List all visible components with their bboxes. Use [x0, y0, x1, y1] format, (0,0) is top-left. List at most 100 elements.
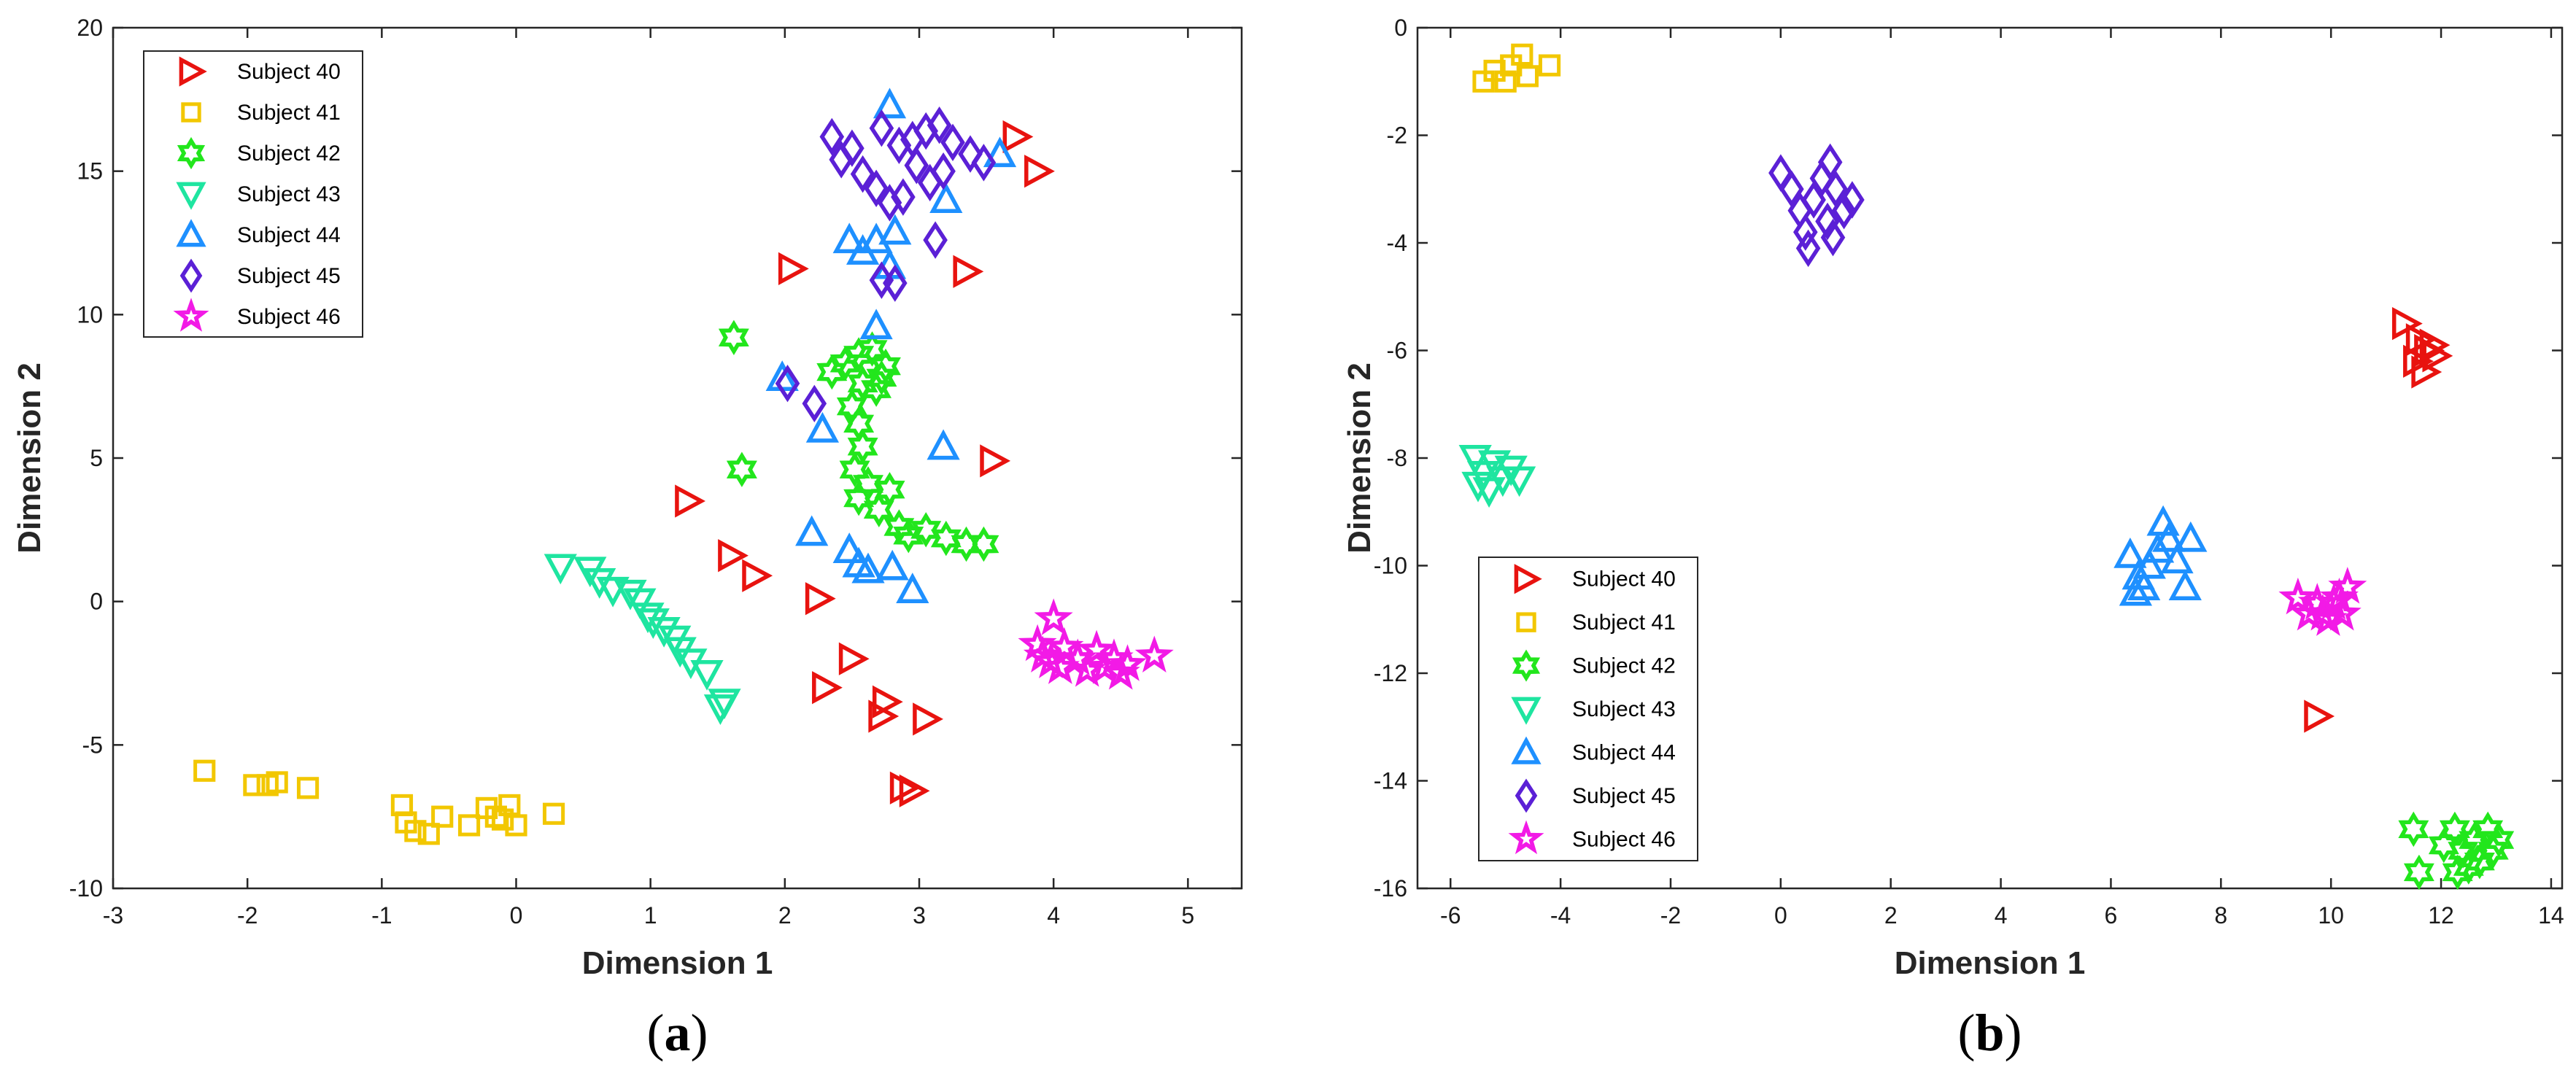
data-point [829, 141, 854, 179]
data-point [872, 685, 903, 718]
x-tick-label: 12 [2428, 902, 2454, 929]
data-point [983, 136, 1017, 168]
data-point [870, 348, 901, 384]
data-point [843, 337, 875, 373]
data-point [1461, 471, 1495, 503]
data-point [929, 182, 963, 214]
data-point [930, 520, 962, 557]
data-point [1779, 170, 1804, 208]
data-point [958, 135, 983, 173]
legend-marker [1516, 612, 1536, 632]
x-axis-label: Dimension 1 [1895, 945, 2086, 981]
x-axis-label: Dimension 1 [582, 945, 773, 981]
legend-marker [173, 298, 209, 332]
data-point [2174, 521, 2208, 552]
data-point [2403, 344, 2434, 378]
x-tick-label: 0 [1774, 902, 1787, 929]
data-point [1511, 43, 1533, 66]
panel-label: (a) [647, 1004, 708, 1062]
y-tick-label: -10 [69, 875, 103, 902]
legend-marker [1515, 778, 1538, 813]
data-point [953, 255, 984, 288]
data-point [836, 389, 867, 424]
data-point [886, 126, 912, 165]
data-point [877, 184, 902, 222]
data-point [2113, 538, 2147, 568]
x-tick-label: 14 [2538, 902, 2564, 929]
data-point [2119, 575, 2153, 606]
data-point [778, 252, 809, 286]
data-point [910, 512, 942, 548]
data-point [266, 771, 288, 794]
data-point [1024, 155, 1055, 188]
data-point [1817, 143, 1843, 182]
data-point [2152, 521, 2186, 552]
data-point [718, 539, 749, 573]
data-point [883, 264, 908, 302]
x-tick-label: -6 [1440, 902, 1461, 929]
data-point [923, 221, 948, 259]
legend: Subject 40 Subject 41 Subject 42 Subject 43… [143, 50, 363, 338]
data-point [2464, 843, 2495, 880]
x-tick-label: -2 [1660, 902, 1681, 929]
x-tick-label: 8 [2214, 902, 2227, 929]
data-point [2419, 328, 2451, 362]
y-tick-label: 20 [77, 15, 103, 41]
data-point [2278, 577, 2318, 615]
data-point [583, 568, 616, 599]
legend-marker [1511, 697, 1542, 725]
series-subject-40 [675, 120, 1055, 807]
data-point [675, 484, 705, 518]
data-point [927, 106, 952, 144]
data-point [819, 117, 845, 156]
data-point [614, 579, 647, 610]
legend-marker [1508, 820, 1544, 855]
y-tick-label: -4 [1387, 230, 1407, 256]
y-tick-label: -14 [1374, 768, 1407, 794]
legend-marker [179, 56, 207, 87]
legend-label: Subject 44 [237, 223, 341, 247]
series-subject-41 [1472, 43, 1561, 93]
legend-label: Subject 45 [237, 264, 341, 288]
data-point [838, 642, 870, 675]
data-point [404, 820, 427, 842]
data-point [859, 309, 893, 340]
series-subject-43 [1458, 444, 1536, 508]
data-point [1815, 202, 1840, 241]
data-point [1840, 181, 1865, 219]
data-point [839, 451, 870, 487]
data-point [1820, 218, 1846, 257]
data-point [980, 444, 1011, 478]
data-point [505, 814, 527, 837]
data-point [2403, 854, 2434, 891]
y-tick-label: 10 [77, 301, 103, 327]
legend-label: Subject 44 [1572, 740, 1676, 764]
y-tick-label: -16 [1374, 875, 1407, 902]
x-tick-label: 6 [2105, 902, 2118, 929]
x-tick-label: 10 [2318, 902, 2344, 929]
y-tick-label: -12 [1374, 660, 1407, 686]
data-point [802, 384, 827, 423]
data-point [866, 360, 897, 396]
data-point [544, 554, 577, 585]
data-point [417, 823, 440, 845]
data-point [812, 671, 843, 705]
y-tick-label: -5 [82, 732, 103, 758]
data-point [742, 559, 773, 592]
legend-marker [176, 182, 206, 210]
x-tick-label: 1 [644, 902, 657, 929]
data-point [775, 364, 800, 403]
data-point [869, 109, 894, 147]
legend-label: Subject 46 [1572, 827, 1676, 851]
data-point [1458, 444, 1492, 476]
data-point [193, 759, 216, 782]
data-point [1034, 598, 1073, 635]
legend: Subject 40 Subject 41 Subject 42 Subject 43… [1478, 557, 1698, 861]
data-point [832, 222, 866, 254]
y-axis-label: Dimension 2 [1342, 363, 1377, 554]
data-point [868, 699, 900, 733]
legend-marker [1511, 736, 1542, 764]
y-tick-label: 0 [90, 589, 103, 615]
y-tick-label: -10 [1374, 553, 1407, 579]
